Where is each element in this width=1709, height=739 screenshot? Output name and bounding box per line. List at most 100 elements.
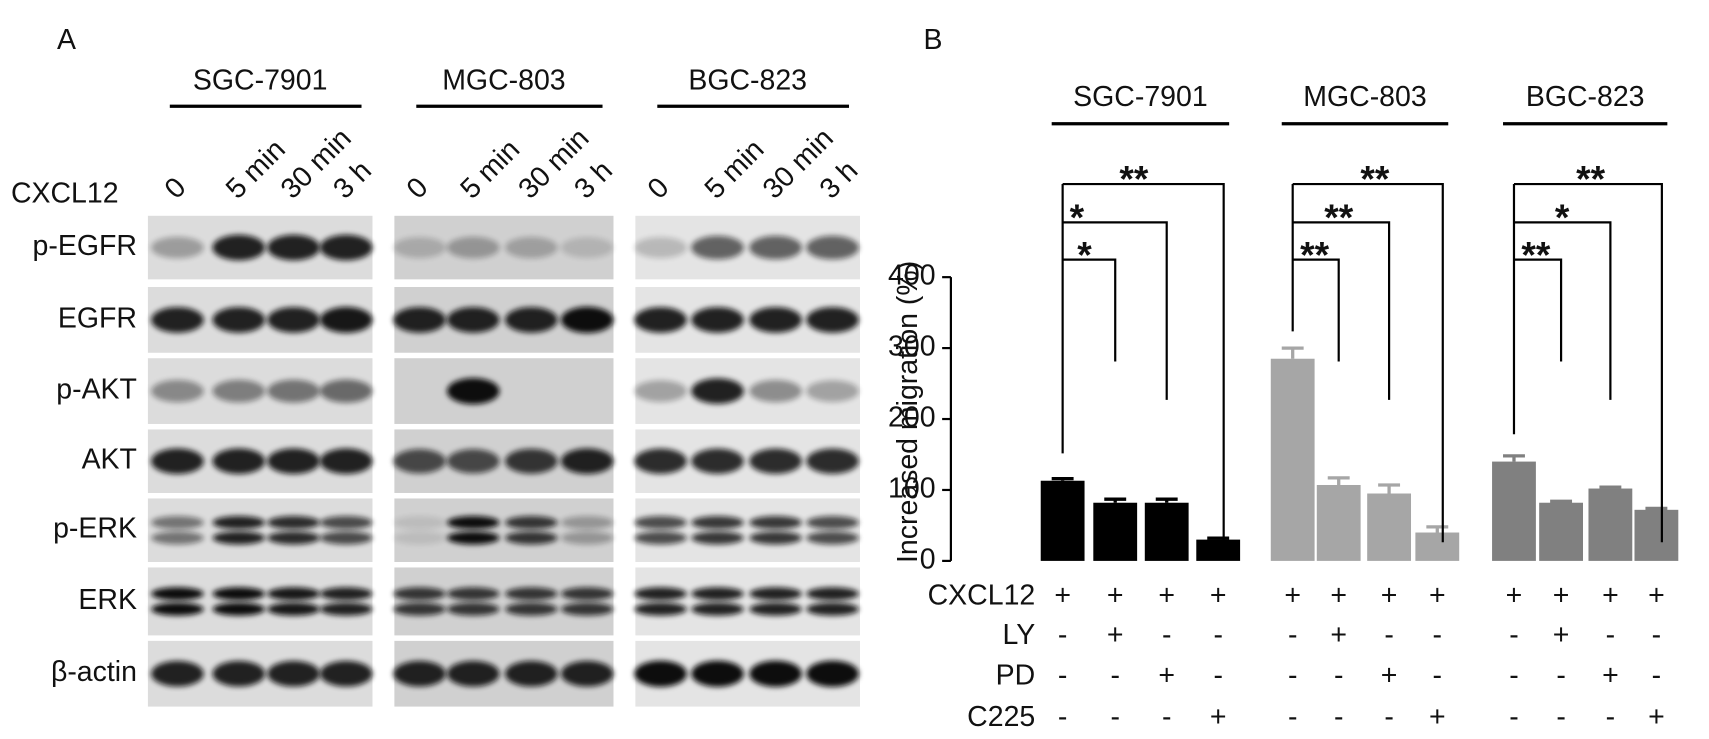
treatment-sign: +: [1381, 580, 1398, 612]
cell-line-label: BGC-823: [688, 65, 807, 97]
treatment-sign: +: [1284, 580, 1301, 612]
row-label: CXCL12: [11, 178, 119, 210]
blot-band: [446, 307, 500, 333]
treatment-sign: -: [1433, 660, 1442, 692]
blot-band: [151, 660, 204, 687]
blot-band: [212, 379, 266, 403]
blot-band: [634, 380, 687, 402]
treatment-sign: -: [1288, 701, 1297, 733]
treatment-sign: -: [1509, 619, 1518, 651]
blot-band: [267, 448, 320, 475]
blot-band: [319, 531, 373, 545]
treatment-sign: +: [1506, 580, 1523, 612]
y-tick-label: 0: [920, 543, 936, 575]
treatment-label: CXCL12: [928, 580, 1036, 612]
treatment-sign: +: [1158, 660, 1175, 692]
blot-band: [212, 531, 266, 545]
blot-band: [151, 515, 204, 530]
significance-label: *: [1070, 196, 1085, 238]
treatment-sign: +: [1054, 580, 1071, 612]
protein-label: EGFR: [58, 302, 137, 334]
blot-band: [634, 602, 687, 616]
blot-band: [393, 602, 446, 616]
significance-label: *: [1077, 233, 1092, 275]
bar: [1316, 484, 1361, 561]
blot-band: [749, 531, 802, 545]
bracket: [1292, 182, 1444, 543]
protein-label: p-EGFR: [33, 230, 137, 262]
blot-band: [691, 307, 744, 333]
treatment-sign: +: [1107, 580, 1124, 612]
treatment-sign: -: [1433, 619, 1442, 651]
treatment-sign: +: [1602, 660, 1619, 692]
treatment-sign: +: [1648, 701, 1665, 733]
bar: [1588, 488, 1633, 561]
blot-band: [319, 306, 373, 333]
blot-band: [267, 602, 320, 616]
bracket: [1062, 221, 1168, 400]
significance-label: *: [1555, 196, 1570, 238]
blot-band: [691, 378, 744, 404]
y-tick-label: 100: [888, 472, 936, 504]
blot-background: [147, 567, 373, 636]
blot-band: [319, 587, 373, 601]
treatment-sign: +: [1107, 619, 1124, 651]
treatment-label: PD: [996, 660, 1036, 692]
bar: [1634, 509, 1679, 561]
blot-band: [749, 602, 802, 616]
blot-band: [634, 307, 687, 333]
blot-band: [505, 660, 558, 687]
blot-band: [691, 602, 744, 616]
group-label: SGC-7901: [1073, 81, 1208, 113]
protein-label: β-actin: [51, 656, 137, 688]
y-axis-title: Increased migration (%): [892, 261, 924, 563]
blot-band: [634, 448, 687, 474]
blot-background: [394, 498, 614, 562]
blot-band: [393, 449, 446, 474]
bar: [1367, 493, 1412, 561]
blot-band: [749, 235, 802, 260]
blot-band: [319, 602, 373, 616]
blot-band: [446, 531, 500, 545]
treatment-sign: +: [1429, 701, 1446, 733]
significance-label: **: [1300, 233, 1329, 275]
blot-band: [806, 515, 859, 530]
blot-background: [635, 498, 860, 562]
blot-band: [446, 449, 500, 474]
treatment-sign: -: [1556, 660, 1565, 692]
treatment-sign: +: [1602, 580, 1619, 612]
bar: [1539, 502, 1583, 561]
blot-band: [806, 448, 859, 474]
treatment-label: C225: [967, 701, 1035, 733]
blot-band: [806, 380, 859, 402]
blot-band: [267, 587, 320, 601]
y-tick-label: 300: [888, 331, 936, 363]
treatment-sign: -: [1110, 660, 1119, 692]
time-label: 5 min: [699, 133, 771, 205]
treatment-sign: -: [1509, 701, 1518, 733]
blot-band: [505, 448, 558, 474]
blot-band: [151, 307, 204, 333]
protein-label: p-ERK: [53, 513, 137, 545]
protein-label: p-AKT: [56, 374, 137, 406]
treatment-sign: -: [1162, 619, 1171, 651]
treatment-sign: -: [1213, 619, 1222, 651]
treatment-sign: -: [1384, 701, 1393, 733]
treatment-sign: -: [1334, 660, 1343, 692]
protein-label: AKT: [82, 444, 137, 476]
blot-band: [151, 531, 204, 545]
treatment-sign: +: [1648, 580, 1665, 612]
blot-band: [212, 234, 266, 261]
bar: [1093, 502, 1138, 561]
blot-band: [446, 660, 500, 687]
significance-label: **: [1324, 196, 1353, 238]
bar: [1040, 480, 1085, 561]
blot-band: [749, 448, 802, 474]
blot-band: [505, 515, 558, 530]
blot-band: [560, 660, 614, 687]
significance-label: **: [1360, 158, 1389, 200]
treatment-sign: -: [1509, 660, 1518, 692]
blot-band: [151, 602, 204, 616]
